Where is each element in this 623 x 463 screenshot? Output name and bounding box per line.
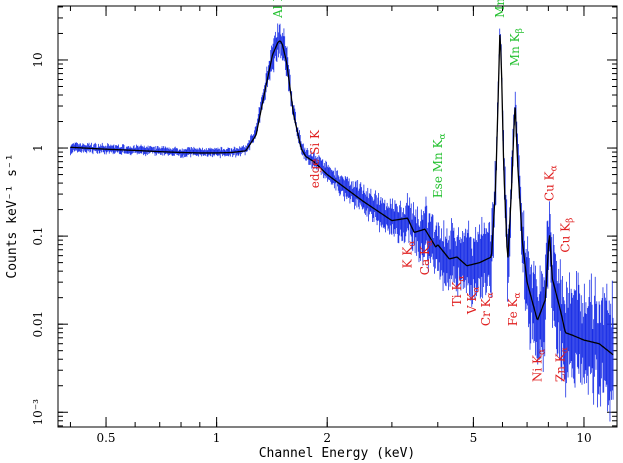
annotation-text: Cu K — [542, 170, 556, 201]
annotation-text: Ese Mn K — [431, 138, 445, 198]
peak-annotation: Cu Kα — [542, 165, 559, 201]
annotation-subscript: α — [408, 241, 418, 247]
peak-annotation: Cr Kα — [479, 292, 496, 326]
annotation-text: Ni K — [530, 354, 544, 382]
annotation-text: K K — [401, 246, 415, 269]
annotation-text: Ca K — [418, 245, 432, 275]
annotation-text: Fe K — [506, 298, 520, 327]
peak-annotation: Zn Kα — [554, 347, 571, 382]
annotation-subscript: α — [425, 240, 435, 246]
peak-annotation: Al Kα — [271, 0, 288, 19]
y-tick-label: 0.01 — [31, 311, 45, 338]
peak-annotation: Mn Kβ — [508, 28, 525, 66]
annotation-subscript: α — [438, 133, 448, 139]
annotation-subscript: β — [515, 28, 525, 33]
peak-annotation: Ti Kα — [450, 275, 467, 306]
model-line — [70, 34, 614, 356]
annotation-subscript: α — [549, 165, 559, 171]
peak-annotation: edge Si K — [308, 129, 322, 188]
peak-annotation: V Kα — [465, 287, 482, 316]
annotation-text: Zn K — [554, 352, 568, 382]
x-tick-label: 10 — [576, 431, 591, 445]
peak-annotation: Ni Kα — [530, 349, 547, 382]
annotation-text: Cr K — [479, 297, 493, 326]
series-layer — [70, 23, 614, 422]
y-tick-label: 0.1 — [31, 227, 45, 246]
y-tick-label: 10 — [31, 52, 45, 67]
annotation-text: Ti K — [450, 281, 464, 307]
major-ticks — [58, 6, 617, 427]
annotation-text: V K — [465, 292, 479, 315]
annotation-subscript: α — [561, 347, 571, 353]
peak-annotation: Ca Kα — [418, 240, 435, 275]
annotation-subscript: α — [513, 292, 523, 298]
x-tick-label: 1 — [213, 431, 221, 445]
annotation-text: Al K — [271, 0, 285, 19]
x-tick-label: 2 — [323, 431, 331, 445]
annotation-text: Mn K — [508, 32, 522, 66]
x-axis-label: Channel Energy (keV) — [259, 446, 416, 461]
annotation-subscript: α — [472, 287, 482, 293]
peak-annotation: K Kα — [401, 241, 418, 269]
peak-annotation: Cu Kβ — [558, 218, 575, 253]
y-tick-label: 10⁻³ — [31, 399, 45, 426]
annotation-text: Mn K — [493, 0, 507, 18]
x-tick-label: 0.5 — [96, 431, 115, 445]
annotation-subscript: β — [565, 218, 575, 223]
y-axis-label: Counts keV⁻¹ s⁻¹ — [5, 153, 20, 278]
annotation-text: edge Si K — [308, 129, 322, 188]
x-tick-label: 5 — [470, 431, 478, 445]
annotation-subscript: α — [486, 292, 496, 298]
tick-labels: 0.5 1 2 5 10 10⁻³ 0.01 0.1 1 10 — [31, 52, 592, 445]
annotation-text: Cu K — [558, 222, 572, 253]
y-tick-label: 1 — [31, 144, 45, 152]
annotation-subscript: α — [537, 349, 547, 355]
plot-frame — [57, 5, 618, 428]
peak-annotation: Mn Kα — [493, 0, 510, 18]
peak-annotation: Ese Mn Kα — [431, 133, 448, 198]
annotation-subscript: α — [457, 275, 467, 281]
peak-annotation: Fe Kα — [506, 292, 523, 326]
